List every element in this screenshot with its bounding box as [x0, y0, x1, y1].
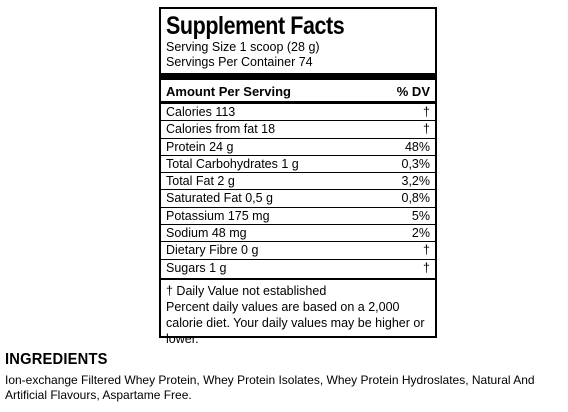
nutrient-name: Sugars 1 g [166, 260, 227, 275]
nutrient-name: Calories 113 [166, 105, 236, 119]
nutrient-table: Calories 113 † Calories from fat 18 † Protei… [161, 104, 435, 276]
nutrient-row: Dietary Fibre 0 g † [161, 242, 435, 260]
nutrient-row: Total Carbohydrates 1 g 0,3% [161, 156, 435, 174]
supplement-facts-panel: Supplement Facts Serving Size 1 scoop (2… [159, 7, 437, 346]
nutrient-row: Saturated Fat 0,5 g 0,8% [161, 190, 435, 208]
thick-divider [161, 73, 435, 80]
nutrient-daily-value: 0,3% [401, 156, 431, 171]
nutrient-row: Protein 24 g 48% [161, 139, 435, 156]
nutrient-daily-value: † [423, 122, 430, 137]
amount-per-serving-header: Amount Per Serving % DV [166, 82, 430, 101]
nutrient-daily-value: 3,2% [401, 174, 431, 189]
nutrient-name: Saturated Fat 0,5 g [166, 191, 274, 206]
nutrient-row: Calories 113 † [161, 104, 435, 122]
nutrient-row: Calories from fat 18 † [161, 121, 435, 139]
nutrient-daily-value: 5% [411, 208, 430, 223]
ingredients-text: Ion-exchange Filtered Whey Protein, Whey… [5, 373, 535, 402]
footnote-percent: Percent daily values are based on a 2,00… [166, 299, 425, 346]
nutrient-daily-value: 0,8% [401, 191, 431, 206]
ingredients-heading: INGREDIENTS [5, 351, 108, 368]
nutrient-name: Calories from fat 18 [166, 122, 276, 137]
nutrient-row: Sugars 1 g † [161, 260, 435, 276]
nutrient-daily-value: 48% [404, 139, 430, 154]
nutrient-name: Potassium 175 mg [166, 208, 270, 223]
nutrient-daily-value: 2% [411, 226, 430, 241]
footer-divider [161, 277, 435, 280]
servings-per-container: Servings Per Container 74 [166, 55, 313, 69]
serving-size: Serving Size 1 scoop (28 g) [166, 40, 320, 54]
nutrient-daily-value: † [423, 243, 430, 258]
footnote-dagger: † Daily Value not established [166, 283, 327, 298]
footnote: † Daily Value not established Percent da… [166, 283, 430, 347]
nutrient-name: Total Fat 2 g [166, 174, 235, 189]
nutrient-name: Total Carbohydrates 1 g [166, 156, 299, 171]
nutrient-row: Sodium 48 mg 2% [161, 225, 435, 243]
nutrient-row: Potassium 175 mg 5% [161, 208, 435, 226]
daily-value-header: % DV [396, 84, 430, 99]
nutrient-name: Sodium 48 mg [166, 226, 247, 241]
nutrient-name: Dietary Fibre 0 g [166, 243, 259, 258]
amount-per-serving-label: Amount Per Serving [166, 84, 291, 99]
nutrient-daily-value: † [423, 105, 430, 119]
nutrient-name: Protein 24 g [166, 139, 234, 154]
header-divider [161, 101, 435, 104]
nutrient-daily-value: † [423, 260, 430, 275]
facts-title: Supplement Facts [166, 12, 345, 40]
nutrient-row: Total Fat 2 g 3,2% [161, 173, 435, 191]
